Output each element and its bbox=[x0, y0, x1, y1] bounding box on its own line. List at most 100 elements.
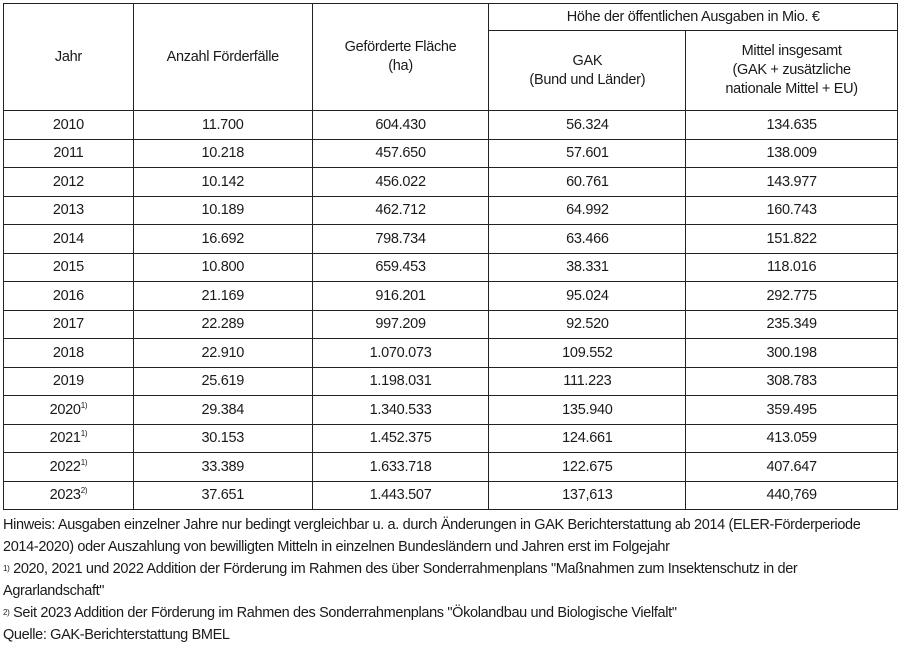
funding-table: Jahr Anzahl Förderfälle Geförderte Fläch… bbox=[3, 3, 898, 510]
cell-flaeche: 462.712 bbox=[311, 195, 490, 225]
cell-jahr: 2010 bbox=[3, 110, 134, 140]
cell-mittel: 407.647 bbox=[685, 452, 898, 482]
table-row: 20232) 37.651 1.443.507 137,613 440,769 bbox=[3, 480, 898, 510]
table-row: 2012 10.142 456.022 60.761 143.977 bbox=[3, 167, 898, 197]
header-mittel-line2: (GAK + zusätzliche bbox=[732, 62, 851, 78]
cell-anzahl: 22.289 bbox=[132, 309, 313, 339]
footnotes: Hinweis: Ausgaben einzelner Jahre nur be… bbox=[3, 514, 898, 646]
cell-mittel: 138.009 bbox=[685, 138, 898, 168]
table-row: 2013 10.189 462.712 64.992 160.743 bbox=[3, 195, 898, 225]
year-text: 2013 bbox=[52, 202, 84, 219]
cell-flaeche: 659.453 bbox=[311, 252, 490, 282]
table-row: 2014 16.692 798.734 63.466 151.822 bbox=[3, 224, 898, 254]
year-text: 2018 bbox=[52, 344, 84, 361]
cell-mittel: 413.059 bbox=[685, 423, 898, 453]
table-row: 2018 22.910 1.070.073 109.552 300.198 bbox=[3, 338, 898, 368]
cell-jahr: 2014 bbox=[3, 224, 134, 254]
cell-gak: 63.466 bbox=[488, 224, 687, 254]
cell-jahr: 2011 bbox=[3, 138, 134, 168]
year-text: 2016 bbox=[52, 287, 84, 304]
cell-anzahl: 11.700 bbox=[132, 110, 313, 140]
cell-jahr: 2013 bbox=[3, 195, 134, 225]
footnote-2-mark: 2) bbox=[3, 608, 10, 617]
table-row: 2011 10.218 457.650 57.601 138.009 bbox=[3, 138, 898, 168]
cell-flaeche: 457.650 bbox=[311, 138, 490, 168]
table-row: 2017 22.289 997.209 92.520 235.349 bbox=[3, 309, 898, 339]
year-text: 2015 bbox=[52, 259, 84, 276]
cell-gak: 92.520 bbox=[488, 309, 687, 339]
cell-flaeche: 1.340.533 bbox=[311, 395, 490, 425]
cell-jahr: 20211) bbox=[3, 423, 134, 453]
cell-anzahl: 25.619 bbox=[132, 366, 313, 396]
cell-gak: 124.661 bbox=[488, 423, 687, 453]
cell-mittel: 300.198 bbox=[685, 338, 898, 368]
cell-mittel: 235.349 bbox=[685, 309, 898, 339]
footnote-marker: 2) bbox=[80, 486, 88, 496]
cell-jahr: 2016 bbox=[3, 281, 134, 311]
cell-flaeche: 997.209 bbox=[311, 309, 490, 339]
header-flaeche-line1: Geförderte Fläche bbox=[344, 39, 457, 55]
table-row: 20211) 30.153 1.452.375 124.661 413.059 bbox=[3, 423, 898, 453]
footnote-marker: 1) bbox=[80, 400, 88, 410]
cell-mittel: 292.775 bbox=[685, 281, 898, 311]
year-text: 2012 bbox=[52, 173, 84, 190]
cell-flaeche: 1.633.718 bbox=[311, 452, 490, 482]
cell-gak: 38.331 bbox=[488, 252, 687, 282]
cell-anzahl: 21.169 bbox=[132, 281, 313, 311]
cell-flaeche: 798.734 bbox=[311, 224, 490, 254]
year-text: 2020 bbox=[49, 401, 81, 418]
cell-mittel: 359.495 bbox=[685, 395, 898, 425]
cell-flaeche: 916.201 bbox=[311, 281, 490, 311]
cell-gak: 95.024 bbox=[488, 281, 687, 311]
cell-gak: 64.992 bbox=[488, 195, 687, 225]
year-text: 2014 bbox=[52, 230, 84, 247]
year-text: 2023 bbox=[49, 487, 81, 504]
footnote-2: 2) Seit 2023 Addition der Förderung im R… bbox=[3, 602, 898, 624]
footnote-1-text: 2020, 2021 und 2022 Addition der Förderu… bbox=[3, 561, 798, 599]
cell-anzahl: 30.153 bbox=[132, 423, 313, 453]
table-row: 2015 10.800 659.453 38.331 118.016 bbox=[3, 252, 898, 282]
cell-anzahl: 33.389 bbox=[132, 452, 313, 482]
header-mittel: Mittel insgesamt (GAK + zusätzliche nation… bbox=[685, 30, 898, 111]
cell-anzahl: 10.218 bbox=[132, 138, 313, 168]
cell-anzahl: 10.142 bbox=[132, 167, 313, 197]
cell-mittel: 308.783 bbox=[685, 366, 898, 396]
cell-flaeche: 1.070.073 bbox=[311, 338, 490, 368]
footnote-marker: 1) bbox=[80, 429, 88, 439]
cell-anzahl: 29.384 bbox=[132, 395, 313, 425]
cell-gak: 135.940 bbox=[488, 395, 687, 425]
cell-gak: 137,613 bbox=[488, 480, 687, 510]
source: Quelle: GAK-Berichterstattung BMEL bbox=[3, 627, 230, 643]
header-anzahl: Anzahl Förderfälle bbox=[132, 3, 313, 111]
cell-gak: 57.601 bbox=[488, 138, 687, 168]
header-flaeche-line2: (ha) bbox=[388, 58, 413, 74]
cell-anzahl: 10.800 bbox=[132, 252, 313, 282]
cell-jahr: 20232) bbox=[3, 480, 134, 510]
year-text: 2017 bbox=[52, 316, 84, 333]
cell-gak: 109.552 bbox=[488, 338, 687, 368]
cell-anzahl: 37.651 bbox=[132, 480, 313, 510]
footnote-1-mark: 1) bbox=[3, 564, 10, 573]
cell-jahr: 2015 bbox=[3, 252, 134, 282]
cell-jahr: 20201) bbox=[3, 395, 134, 425]
cell-mittel: 143.977 bbox=[685, 167, 898, 197]
year-text: 2011 bbox=[53, 145, 84, 162]
cell-mittel: 151.822 bbox=[685, 224, 898, 254]
header-gak-line2: (Bund und Länder) bbox=[529, 71, 646, 88]
cell-flaeche: 1.198.031 bbox=[311, 366, 490, 396]
cell-flaeche: 456.022 bbox=[311, 167, 490, 197]
year-text: 2022 bbox=[49, 458, 81, 475]
footnote-1: 1) 2020, 2021 und 2022 Addition der Förd… bbox=[3, 558, 898, 602]
cell-mittel: 160.743 bbox=[685, 195, 898, 225]
footnote-marker: 1) bbox=[80, 457, 88, 467]
year-text: 2010 bbox=[52, 116, 84, 133]
cell-flaeche: 1.443.507 bbox=[311, 480, 490, 510]
header-flaeche: Geförderte Fläche (ha) bbox=[311, 3, 490, 111]
header-mittel-line1: Mittel insgesamt bbox=[741, 43, 842, 59]
cell-anzahl: 16.692 bbox=[132, 224, 313, 254]
cell-gak: 60.761 bbox=[488, 167, 687, 197]
table-row: 2019 25.619 1.198.031 111.223 308.783 bbox=[3, 366, 898, 396]
header-gak: GAK (Bund und Länder) bbox=[488, 30, 687, 111]
cell-mittel: 118.016 bbox=[685, 252, 898, 282]
cell-mittel: 134.635 bbox=[685, 110, 898, 140]
